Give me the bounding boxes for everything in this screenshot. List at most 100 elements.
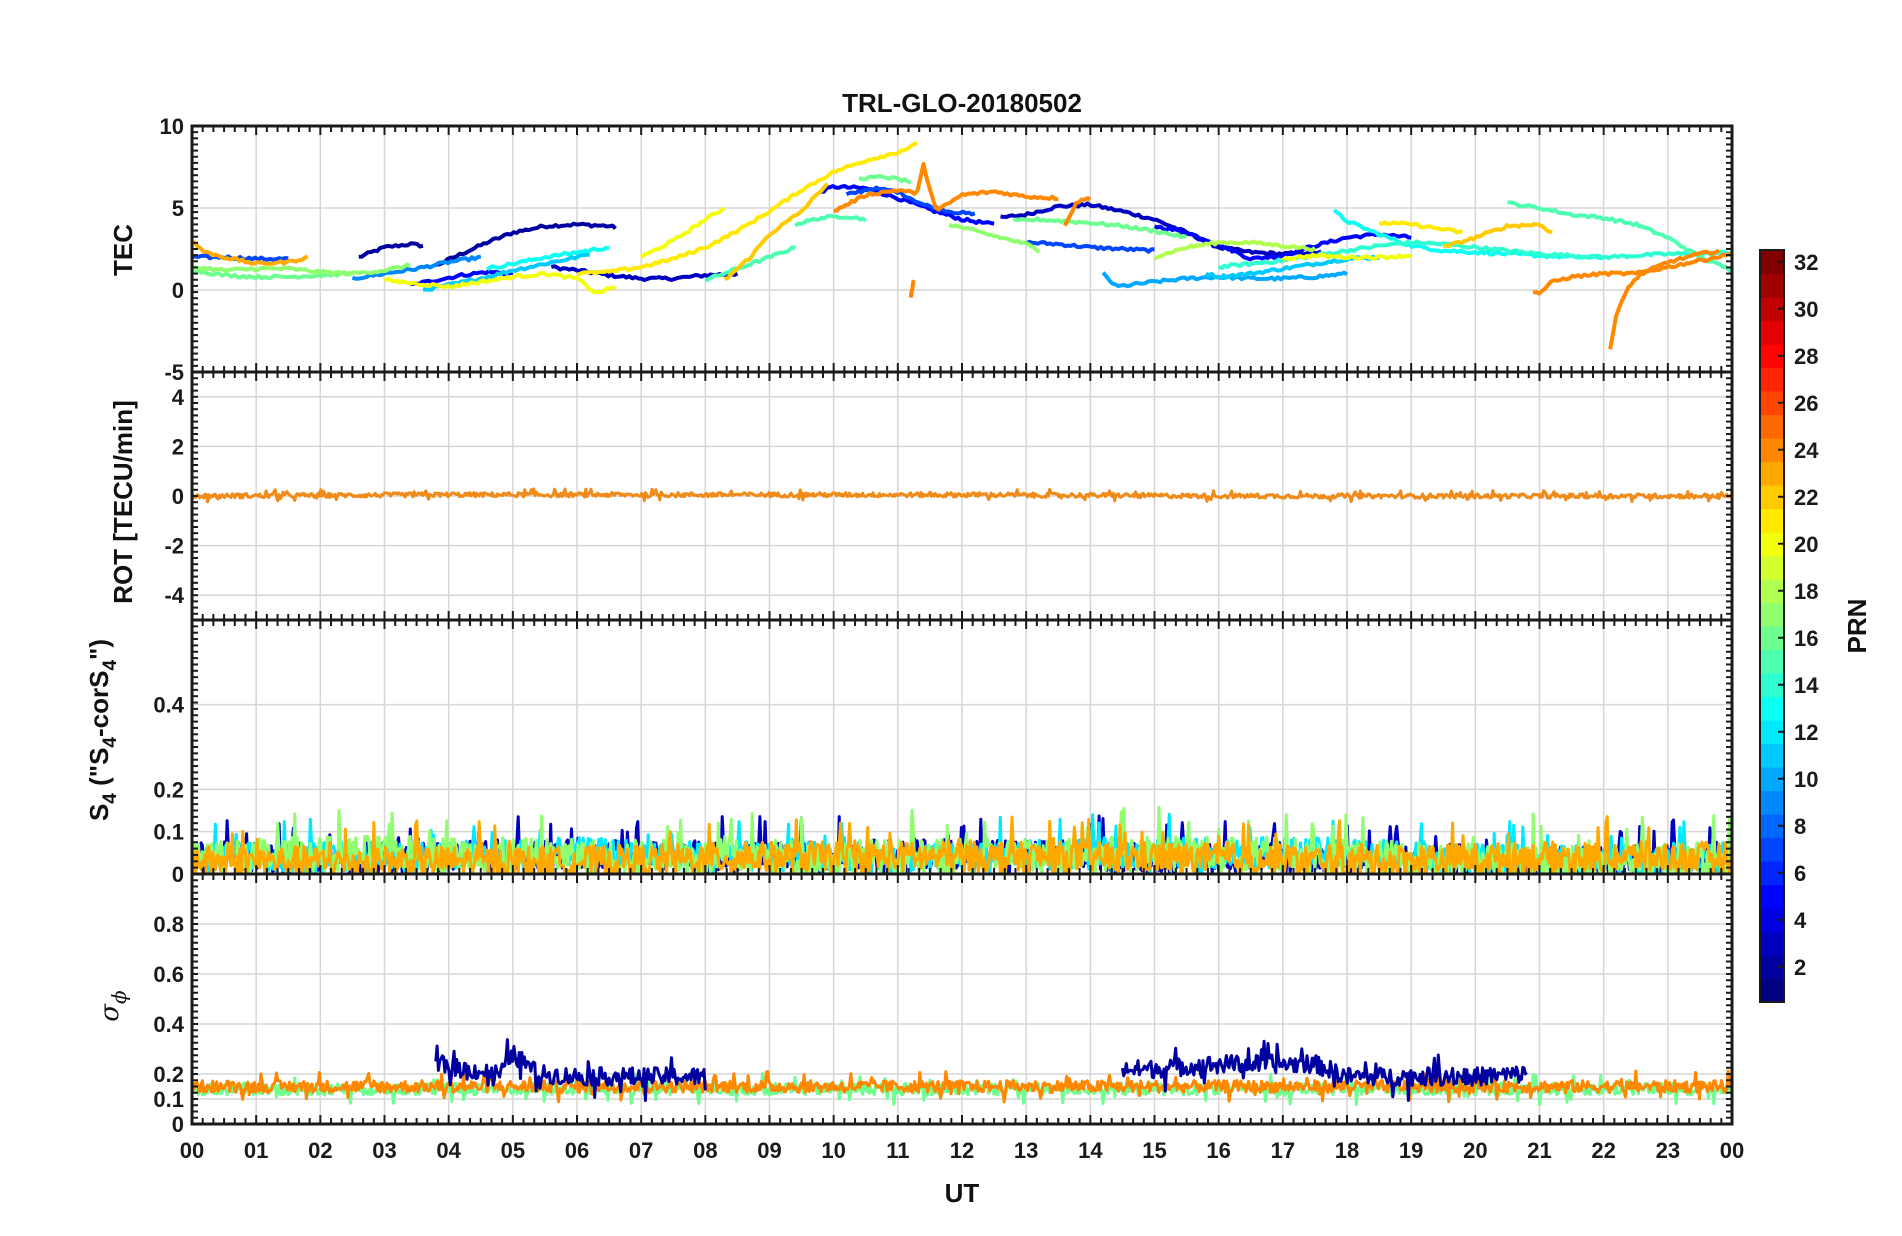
series-line — [192, 487, 1732, 504]
x-tick-label: 21 — [1527, 1138, 1551, 1163]
series-group — [192, 1038, 1732, 1107]
series-line — [1153, 239, 1317, 261]
colorbar-tick-label: 8 — [1794, 814, 1806, 839]
y-tick-label: 0.8 — [153, 912, 184, 937]
series-line — [1332, 208, 1605, 261]
y-tick-label: 0.2 — [153, 1062, 184, 1087]
x-tick-label: 13 — [1014, 1138, 1038, 1163]
y-tick-label: 5 — [172, 196, 184, 221]
series-line — [1608, 248, 1721, 350]
x-tick-label: 19 — [1399, 1138, 1423, 1163]
y-tick-label: 0.2 — [153, 777, 184, 802]
colorbar-tick-label: 24 — [1794, 438, 1819, 463]
x-tick-label: 15 — [1142, 1138, 1166, 1163]
x-tick-label: 22 — [1591, 1138, 1615, 1163]
x-tick-label: 16 — [1206, 1138, 1230, 1163]
colorbar-swatch — [1760, 837, 1784, 862]
sigma-phi-axis-label: σϕ — [95, 990, 131, 1022]
tick-marks — [191, 873, 1733, 1125]
series-line — [192, 815, 1732, 874]
colorbar-tick-label: 18 — [1794, 579, 1818, 604]
y-tick-label: -4 — [164, 583, 184, 608]
colorbar-tick-label: 30 — [1794, 297, 1818, 322]
s4-axis-label: S4 ("S4-corS4") — [84, 639, 121, 821]
series-line — [1025, 239, 1155, 254]
colorbar-swatch — [1760, 367, 1784, 392]
y-tick-label: 0 — [172, 1112, 184, 1137]
colorbar-tick-label: 16 — [1794, 626, 1818, 651]
series-line — [639, 206, 726, 259]
series-line — [1442, 222, 1553, 249]
y-tick-label: -2 — [164, 534, 184, 559]
colorbar-label: PRN — [1842, 599, 1872, 654]
series-line — [434, 1038, 707, 1102]
x-tick-label: 14 — [1078, 1138, 1103, 1163]
series-line — [351, 254, 482, 281]
y-tick-label: -5 — [164, 360, 184, 385]
series-line — [358, 241, 424, 259]
series-line — [1153, 224, 1412, 262]
x-tick-label: 18 — [1335, 1138, 1359, 1163]
series-line — [576, 140, 918, 277]
x-tick-label: 11 — [886, 1138, 909, 1163]
x-tick-label: 01 — [244, 1138, 268, 1163]
y-tick-label: 0.6 — [153, 962, 184, 987]
series-line — [422, 252, 591, 292]
colorbar-tick-label: 4 — [1794, 908, 1807, 933]
x-tick-label: 00 — [1720, 1138, 1744, 1163]
series-line — [485, 245, 610, 272]
series-line — [550, 264, 739, 282]
series-line — [192, 262, 412, 277]
panel-sigma-phi: 00.10.2 0.4 0.6 0.8 — [153, 872, 1734, 1137]
y-tick-label: 0.1 — [153, 820, 184, 845]
series-group — [192, 140, 1732, 350]
colorbar-swatch — [1760, 508, 1784, 533]
colorbar-tick-label: 20 — [1794, 532, 1818, 557]
x-tick-label: 10 — [821, 1138, 845, 1163]
y-tick-label: 0.4 — [153, 1012, 184, 1037]
colorbar-tick-label: 12 — [1794, 720, 1818, 745]
y-tick-label: 10 — [160, 114, 184, 139]
series-line — [383, 270, 616, 295]
chart-title: TRL-GLO-20180502 — [842, 88, 1082, 118]
y-tick-label: 0 — [172, 484, 184, 509]
series-line — [192, 239, 309, 266]
colorbar-swatch — [1760, 602, 1784, 627]
series-line — [794, 213, 868, 228]
colorbar-swatch — [1760, 273, 1784, 298]
series-line — [1062, 196, 1092, 227]
colorbar-tick-label: 26 — [1794, 391, 1818, 416]
colorbar-swatch — [1760, 649, 1784, 674]
x-tick-label: 20 — [1463, 1138, 1487, 1163]
colorbar-tick-label: 6 — [1794, 861, 1806, 886]
colorbar-tick-label: 28 — [1794, 344, 1818, 369]
y-tick-label: 2 — [172, 434, 184, 459]
tec-axis-label: TEC — [108, 224, 138, 276]
y-tick-label: 0 — [172, 862, 184, 887]
grid — [192, 620, 1732, 874]
panel-s4: 0 0.1 0.2 0.4 — [153, 618, 1734, 887]
series-line — [820, 184, 995, 226]
x-tick-label: 09 — [757, 1138, 781, 1163]
series-line — [1000, 201, 1323, 257]
colorbar-swatch — [1760, 790, 1784, 815]
x-tick-label: 07 — [629, 1138, 653, 1163]
series-line — [1120, 1039, 1528, 1102]
rot-axis-label: ROT [TECU/min] — [108, 400, 138, 604]
series-line — [1013, 216, 1188, 240]
colorbar-tick-label: 14 — [1794, 673, 1819, 698]
colorbar-swatch — [1760, 978, 1784, 1003]
series-line — [192, 253, 289, 262]
series-line — [833, 162, 1059, 213]
x-tick-label: 06 — [565, 1138, 589, 1163]
x-tick-label: 05 — [501, 1138, 525, 1163]
series-line — [858, 174, 912, 185]
x-tick-label: 08 — [693, 1138, 717, 1163]
series-line — [1281, 252, 1412, 262]
series-line — [948, 222, 1041, 254]
series-group — [192, 487, 1732, 504]
x-tick-label: 02 — [308, 1138, 332, 1163]
tick-marks — [191, 371, 1733, 621]
series-line — [192, 1071, 1732, 1107]
